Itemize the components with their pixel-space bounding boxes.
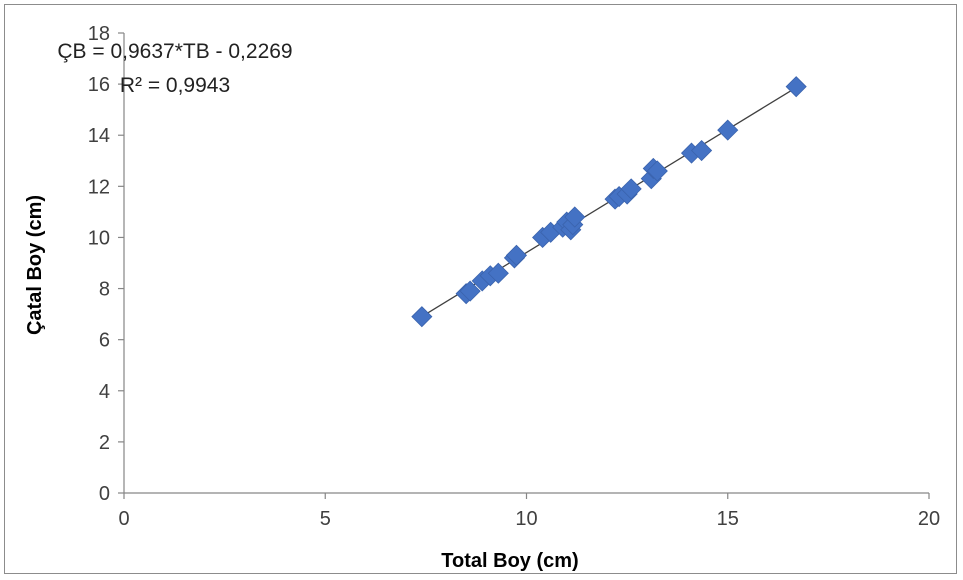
chart-frame: 0 2 4 6 8 10 12 14 16 18 0 5 10 15 20 ÇB = 0,9637*TB … (4, 4, 957, 574)
x-tick-label: 5 (320, 508, 331, 530)
data-point (785, 76, 807, 98)
data-point (646, 160, 668, 182)
x-tick-label: 15 (717, 508, 739, 530)
data-point (459, 280, 481, 302)
data-point (691, 139, 713, 162)
y-tick-label: 12 (88, 176, 110, 198)
x-tick-label: 0 (118, 508, 129, 530)
data-point (505, 244, 528, 266)
data-point (717, 119, 739, 141)
y-tick-label: 8 (99, 279, 110, 301)
y-tick-label: 4 (99, 381, 110, 403)
x-axis-title: Total Boy (cm) (441, 550, 578, 572)
data-point (620, 178, 642, 200)
y-tick-label: 2 (99, 432, 110, 454)
data-point (564, 206, 586, 228)
x-tick-label: 10 (515, 508, 537, 530)
r-squared-label: R² = 0,9943 (120, 74, 230, 97)
x-tick-label: 20 (918, 508, 940, 530)
data-point (487, 262, 509, 284)
y-tick-label: 0 (99, 483, 110, 505)
scatter-chart: 0 2 4 6 8 10 12 14 16 18 0 5 10 15 20 ÇB = 0,9637*TB … (24, 23, 940, 572)
y-tick-label: 6 (99, 330, 110, 352)
data-point (411, 306, 433, 328)
y-tick-label: 18 (88, 23, 110, 45)
y-axis: 0 2 4 6 8 10 12 14 16 18 (88, 23, 125, 505)
y-tick-label: 14 (88, 125, 110, 147)
y-tick-label: 16 (88, 74, 110, 96)
y-tick-label: 10 (88, 227, 110, 249)
equation-label: ÇB = 0,9637*TB - 0,2269 (57, 40, 292, 63)
x-axis: 0 5 10 15 20 (118, 492, 940, 530)
data-points (411, 76, 807, 328)
y-axis-title: Çatal Boy (cm) (24, 195, 46, 335)
